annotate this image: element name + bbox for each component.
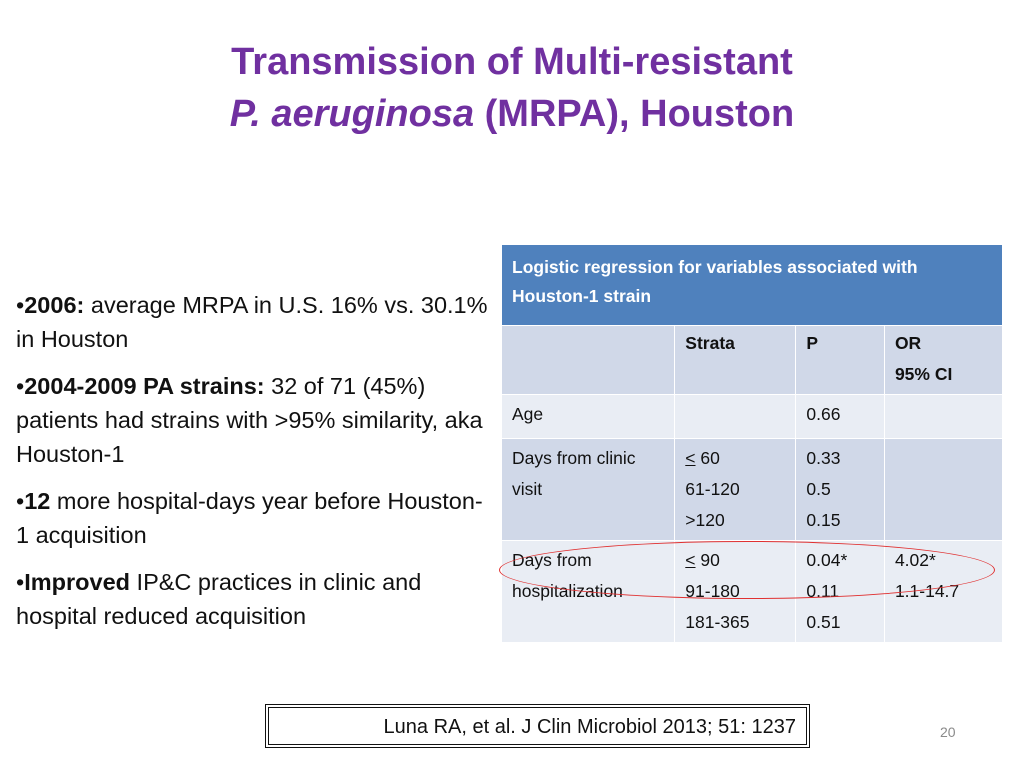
- bullet-item: •2006: average MRPA in U.S. 16% vs. 30.1…: [16, 288, 491, 356]
- bullet-marker: •: [16, 569, 25, 595]
- slide-number: 20: [940, 724, 956, 740]
- strata-le-symbol: <: [685, 448, 696, 468]
- title-line-2-rest: (MRPA), Houston: [474, 93, 795, 135]
- strata-le-symbol: <: [685, 550, 696, 570]
- header-or-line1: OR: [894, 333, 922, 353]
- bullet-list: •2006: average MRPA in U.S. 16% vs. 30.1…: [16, 288, 491, 646]
- strata-value: >120: [685, 510, 725, 530]
- row-label: Days from hospitalization: [500, 540, 676, 643]
- or-cell: [883, 394, 1004, 439]
- or-cell: 4.02* 1.1-14.7: [883, 540, 1004, 643]
- bullet-bold: 12: [24, 488, 51, 514]
- p-value: 0.51: [806, 612, 841, 632]
- strata-cell: < 90 91-180 181-365: [674, 540, 797, 643]
- header-or: OR 95% CI: [883, 325, 1004, 395]
- header-strata: Strata: [674, 325, 797, 395]
- strata-value: 61-120: [685, 479, 740, 499]
- header-p: P: [795, 325, 885, 395]
- bullet-item: •Improved IP&C practices in clinic and h…: [16, 565, 491, 633]
- strata-cell: [674, 394, 797, 439]
- p-value: 0.15: [806, 510, 841, 530]
- bullet-text: average MRPA in U.S. 16% vs. 30.1% in Ho…: [16, 292, 488, 352]
- p-value: 0.33: [806, 448, 841, 468]
- title-line-2: P. aeruginosa (MRPA), Houston: [0, 88, 1024, 140]
- p-cell: 0.66: [795, 394, 885, 439]
- p-value: 0.04*: [806, 550, 848, 570]
- or-cell: [883, 438, 1004, 541]
- table-row-age: Age 0.66: [500, 394, 1004, 439]
- strata-value: 91-180: [685, 581, 740, 601]
- strata-value: 181-365: [685, 612, 750, 632]
- p-cell: 0.04* 0.11 0.51: [795, 540, 885, 643]
- bullet-marker: •: [16, 373, 25, 399]
- title-species-italic: P. aeruginosa: [229, 93, 475, 135]
- bullet-bold: 2006:: [24, 292, 85, 318]
- strata-le-value: 60: [695, 448, 720, 468]
- bullet-item: •12 more hospital-days year before Houst…: [16, 484, 491, 552]
- p-value: 0.5: [806, 479, 831, 499]
- p-value: 0.66: [806, 404, 841, 424]
- strata-value: < 90: [685, 545, 785, 576]
- ci-value: 1.1-14.7: [894, 581, 960, 601]
- row-label: Days from clinic visit: [500, 438, 676, 541]
- bullet-bold: 2004-2009 PA strains:: [24, 373, 265, 399]
- bullet-bold: Improved: [24, 569, 131, 595]
- strata-value: < 60: [685, 443, 785, 474]
- strata-le-value: 90: [695, 550, 720, 570]
- regression-table: Logistic regression for variables associ…: [500, 244, 1004, 643]
- p-value: 0.11: [806, 581, 840, 601]
- citation-box: Luna RA, et al. J Clin Microbiol 2013; 5…: [265, 704, 810, 748]
- header-blank: [500, 325, 676, 395]
- bullet-text: more hospital-days year before Houston-1…: [16, 488, 483, 548]
- table-row-clinic-visit: Days from clinic visit < 60 61-120 >120 …: [500, 438, 1004, 541]
- table-caption: Logistic regression for variables associ…: [501, 244, 1003, 326]
- row-label: Age: [500, 394, 676, 439]
- bullet-marker: •: [16, 292, 25, 318]
- bullet-text: IP&C practices in clinic and hospital re…: [16, 569, 422, 629]
- bullet-marker: •: [16, 488, 25, 514]
- header-or-line2: 95% CI: [894, 364, 953, 384]
- p-cell: 0.33 0.5 0.15: [795, 438, 885, 541]
- table-row-hospitalization: Days from hospitalization < 90 91-180 18…: [500, 540, 1004, 643]
- slide-title: Transmission of Multi-resistant P. aerug…: [0, 36, 1024, 140]
- strata-cell: < 60 61-120 >120: [674, 438, 797, 541]
- citation-text: Luna RA, et al. J Clin Microbiol 2013; 5…: [268, 707, 807, 745]
- table-header-row: Strata P OR 95% CI: [500, 325, 1004, 395]
- bullet-text: 32 of 71 (45%) patients had strains with…: [16, 373, 483, 467]
- or-value: 4.02*: [894, 550, 936, 570]
- title-line-1: Transmission of Multi-resistant: [231, 41, 793, 83]
- bullet-item: •2004-2009 PA strains: 32 of 71 (45%) pa…: [16, 369, 491, 471]
